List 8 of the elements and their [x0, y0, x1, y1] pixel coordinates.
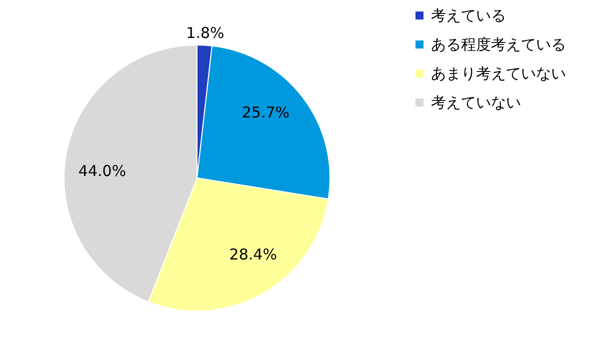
- data-label: 25.7%: [242, 103, 290, 122]
- data-label: 28.4%: [229, 246, 277, 264]
- legend-label: 考えている: [431, 6, 506, 24]
- legend-label: 考えていない: [431, 94, 521, 112]
- legend-label: あまり考えていない: [431, 64, 566, 82]
- legend-label: ある程度考えている: [431, 36, 566, 54]
- data-label: 44.0%: [78, 162, 126, 180]
- data-label: 1.8%: [186, 24, 224, 42]
